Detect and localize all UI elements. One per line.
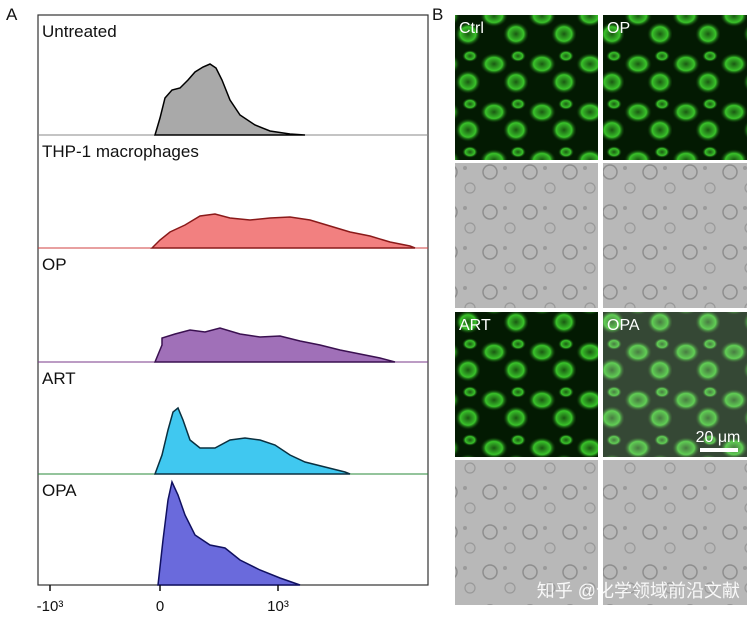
histogram-label: OPA [42,481,77,500]
image-label: ART [459,317,491,334]
scale-bar-label: 20 μm [696,429,741,446]
fluorescence-image [603,15,747,160]
histogram-label: ART [42,369,76,388]
x-tick-label: 10³ [267,598,289,615]
histogram-label: OP [42,255,67,274]
scale-bar [700,448,738,452]
histogram-label: Untreated [42,22,117,41]
histogram [153,327,396,363]
microscopy-grid: Ctrl OP ART OPA 20 μm 知乎 @化学领域前沿文献 [455,15,747,605]
fluorescence-image [455,15,598,160]
histogram [150,213,416,249]
x-tick-label: 0 [156,598,164,615]
x-tick-label: -10³ [37,598,64,615]
image-label: OPA [607,317,640,334]
histogram [157,479,301,586]
histogram-label: THP-1 macrophages [42,142,199,161]
frame [37,14,429,586]
brightfield-image [603,163,747,308]
brightfield-image [603,460,747,605]
watermark: 知乎 @化学领域前沿文献 [537,581,740,601]
brightfield-image [455,460,598,605]
fluorescence-image [603,312,747,457]
histogram [153,63,306,136]
image-label: OP [607,20,630,37]
panel-label: B [432,5,443,24]
histogram [153,406,351,475]
histogram-panel: Untreated THP-1 macrophages OP ART OPA -10³ 0… [37,14,429,615]
panel-label: A [6,5,18,24]
brightfield-image [455,163,598,308]
fluorescence-image [455,312,598,457]
image-label: Ctrl [459,20,484,37]
